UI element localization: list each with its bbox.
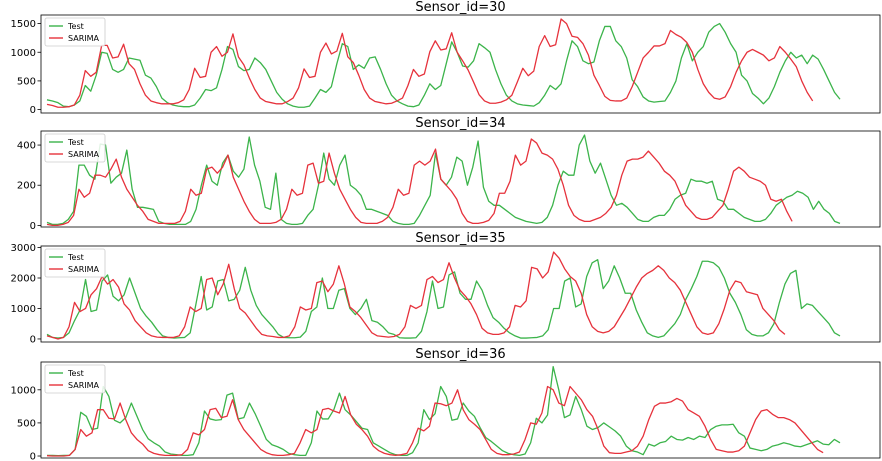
axes-frame [40,14,881,114]
subplot-2: Sensor_id=34 0 200 400 Test SARIMA [17,116,881,232]
series-line-test [46,259,841,339]
y-tick-label: 3000 [11,243,36,254]
series-line-test [46,22,841,108]
y-tick-label: 0 [30,221,36,232]
series-line-sarima [46,18,814,108]
legend-box [44,248,106,278]
y-tick-label: 1500 [11,19,36,30]
subplot-4: Sensor_id=36 0 500 1000 Test SARIMA [11,347,881,461]
legend-label: Test [67,138,84,147]
legend-box [44,17,106,47]
y-tick-label: 2000 [11,274,36,285]
y-tick-label: 1000 [11,48,36,59]
y-tick-label: 1000 [11,385,36,396]
y-tick-label: 0 [30,334,36,345]
legend: Test SARIMA [44,133,106,163]
y-tick-label: 500 [17,76,36,87]
y-tick-label: 200 [17,181,36,192]
y-tick-label: 500 [17,418,36,429]
axes-frame [40,130,881,228]
legend-box [44,133,106,163]
series-line-sarima [46,385,824,457]
legend-label: Test [67,369,84,378]
series-line-sarima [46,251,786,340]
y-tick-label: 400 [17,141,36,152]
subplot-title: Sensor_id=30 [415,0,505,15]
legend-label: Test [67,253,84,262]
subplot-1: Sensor_id=30 0 500 1000 1500 Test SARIMA [11,0,881,116]
legend-label: SARIMA [68,34,100,43]
subplot-title: Sensor_id=35 [415,231,505,246]
series-line-sarima [46,138,793,227]
legend-label: SARIMA [68,150,100,159]
legend-label: Test [67,22,84,31]
y-tick-label: 0 [30,105,36,116]
legend: Test SARIMA [44,248,106,278]
subplot-title: Sensor_id=34 [415,116,505,131]
subplot-3: Sensor_id=35 0 1000 2000 3000 Test SARIMA [11,231,881,345]
y-tick-label: 0 [30,452,36,461]
legend-box [44,364,106,394]
y-tick-label: 1000 [11,304,36,315]
subplot-title: Sensor_id=36 [415,347,505,362]
legend: Test SARIMA [44,364,106,394]
legend-label: SARIMA [68,381,100,390]
legend-label: SARIMA [68,265,100,274]
legend: Test SARIMA [44,17,106,47]
